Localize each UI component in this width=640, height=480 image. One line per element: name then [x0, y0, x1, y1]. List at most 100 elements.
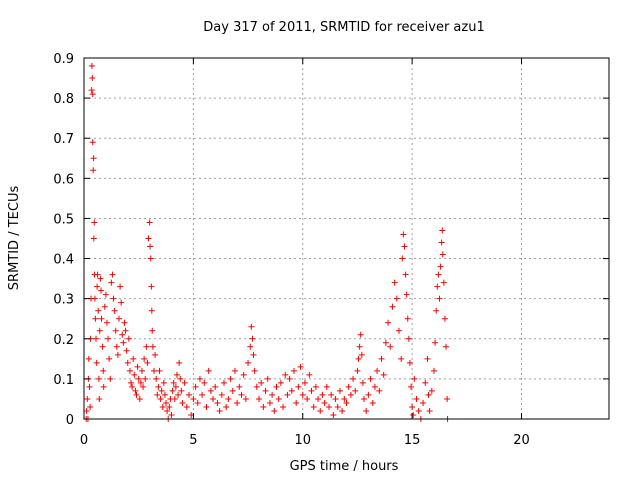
- data-point: [154, 391, 161, 398]
- data-point: [129, 383, 136, 390]
- data-point: [113, 343, 120, 350]
- data-point: [248, 323, 255, 330]
- y-tick-label: 0.9: [53, 52, 74, 67]
- data-point: [210, 395, 217, 402]
- data-point: [280, 403, 287, 410]
- data-point: [264, 375, 271, 382]
- data-point: [84, 395, 91, 402]
- data-point: [148, 283, 155, 290]
- data-point: [93, 335, 100, 342]
- data-point: [83, 407, 90, 414]
- data-point: [389, 303, 396, 310]
- grid-lines: [84, 58, 609, 419]
- data-point: [169, 387, 176, 394]
- data-point: [126, 367, 133, 374]
- data-point: [434, 283, 441, 290]
- data-point: [205, 367, 212, 374]
- data-point: [148, 307, 155, 314]
- data-point: [236, 383, 243, 390]
- data-point: [299, 391, 306, 398]
- data-point: [203, 403, 210, 410]
- y-tick-labels: 0 0.1 0.2 0.3 0.4 0.5 0.6 0.7 0.8 0.9: [53, 52, 74, 428]
- data-point: [367, 375, 374, 382]
- data-point: [98, 287, 105, 294]
- data-point: [155, 383, 162, 390]
- data-point: [288, 387, 295, 394]
- data-point: [179, 399, 186, 406]
- y-tick-label: 0: [66, 413, 74, 428]
- data-point: [437, 263, 444, 270]
- y-tick-label: 0.4: [53, 253, 74, 268]
- data-point: [123, 347, 130, 354]
- data-point: [136, 395, 143, 402]
- data-point: [190, 395, 197, 402]
- data-point: [119, 331, 126, 338]
- data-point: [95, 307, 102, 314]
- data-point: [431, 367, 437, 374]
- data-point: [214, 399, 221, 406]
- data-point: [116, 315, 122, 322]
- data-point: [94, 271, 101, 278]
- data-point: [177, 375, 184, 382]
- data-point: [114, 351, 121, 358]
- y-axis-label: SRMTID / TECUs: [7, 186, 22, 291]
- data-point: [253, 383, 260, 390]
- data-point: [293, 399, 300, 406]
- data-point: [94, 283, 101, 290]
- data-point: [112, 327, 119, 334]
- data-point: [425, 391, 432, 398]
- data-point: [260, 403, 267, 410]
- data-point: [411, 375, 418, 382]
- data-point: [286, 375, 293, 382]
- data-point: [242, 395, 249, 402]
- data-point: [97, 275, 104, 282]
- data-point: [96, 395, 103, 402]
- data-point: [400, 231, 407, 238]
- data-point: [308, 387, 315, 394]
- data-point: [149, 327, 156, 334]
- data-point: [295, 383, 302, 390]
- data-point: [86, 383, 93, 390]
- data-point: [110, 295, 117, 302]
- data-point: [343, 399, 350, 406]
- data-point: [363, 407, 370, 414]
- data-point: [317, 407, 324, 414]
- data-point: [100, 367, 107, 374]
- x-tick-label: 5: [189, 433, 197, 448]
- data-point: [371, 383, 378, 390]
- data-point: [178, 387, 185, 394]
- data-point: [164, 407, 171, 414]
- data-point: [142, 375, 149, 382]
- y-tick-label: 0.7: [53, 132, 74, 147]
- data-point: [128, 379, 135, 386]
- data-point: [438, 239, 445, 246]
- data-point: [356, 343, 363, 350]
- data-point: [130, 355, 137, 362]
- data-point: [90, 235, 97, 242]
- data-point: [409, 403, 416, 410]
- data-point: [160, 379, 167, 386]
- data-point: [251, 367, 258, 374]
- data-point: [339, 407, 346, 414]
- data-point: [229, 387, 236, 394]
- data-point: [382, 339, 389, 346]
- data-point: [124, 359, 131, 366]
- data-point: [102, 291, 109, 298]
- data-point: [415, 407, 422, 414]
- data-point: [96, 327, 103, 334]
- data-point: [122, 327, 129, 334]
- y-tick-label: 0.5: [53, 212, 74, 227]
- data-point: [199, 391, 206, 398]
- data-point: [109, 271, 116, 278]
- data-point: [159, 403, 166, 410]
- data-point: [144, 359, 151, 366]
- data-points: [83, 63, 451, 422]
- data-point: [266, 399, 273, 406]
- data-point: [231, 367, 238, 374]
- data-point: [245, 359, 252, 366]
- data-point: [140, 383, 147, 390]
- data-point: [186, 391, 192, 398]
- axis-ticks: [83, 57, 609, 420]
- data-point: [207, 387, 214, 394]
